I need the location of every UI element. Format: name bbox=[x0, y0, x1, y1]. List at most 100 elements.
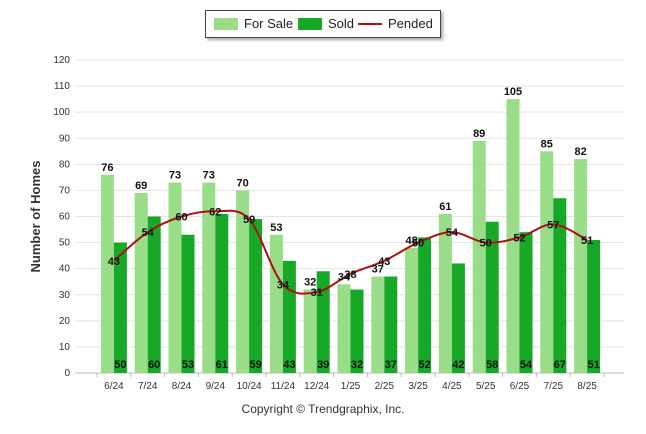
bar-sold bbox=[553, 198, 567, 373]
y-tick-label: 80 bbox=[59, 159, 71, 170]
y-tick-label: 110 bbox=[54, 81, 70, 92]
bar-for-sale bbox=[574, 159, 588, 373]
bar-for-sale bbox=[472, 140, 486, 373]
data-label-sold: 32 bbox=[351, 359, 363, 371]
data-label-pended: 34 bbox=[277, 279, 290, 291]
y-tick-label: 70 bbox=[59, 185, 71, 196]
data-label-sold: 51 bbox=[587, 359, 599, 371]
y-axis-label: Number of Homes bbox=[28, 161, 43, 273]
y-tick-label: 100 bbox=[53, 107, 70, 118]
data-label-for-sale: 34 bbox=[338, 271, 351, 283]
data-label-for-sale: 73 bbox=[203, 170, 215, 182]
data-label-for-sale: 32 bbox=[304, 277, 316, 289]
bar-sold bbox=[215, 213, 229, 373]
data-label-for-sale: 70 bbox=[236, 177, 248, 189]
y-tick-label: 50 bbox=[59, 238, 71, 249]
bar-sold bbox=[282, 260, 296, 373]
copyright-text: Copyright © Trendgraphix, Inc. bbox=[241, 402, 405, 416]
legend-label-sold: Sold bbox=[328, 16, 355, 31]
bar-for-sale bbox=[269, 234, 283, 373]
data-label-for-sale: 89 bbox=[473, 128, 485, 140]
bar-for-sale bbox=[168, 182, 182, 373]
data-label-sold: 52 bbox=[418, 359, 430, 371]
chart-svg: 0 10 20 30 40 50 60 70 80 90 100 110 120 Number of Ho… bbox=[28, 55, 624, 392]
y-tick-label: 0 bbox=[64, 368, 70, 379]
x-tick-label: 10/24 bbox=[237, 381, 262, 392]
bar-sold bbox=[113, 242, 127, 373]
data-label-sold: 54 bbox=[520, 359, 533, 371]
bar-for-sale bbox=[303, 289, 317, 373]
data-label-pended: 43 bbox=[378, 256, 390, 268]
data-label-pended: 57 bbox=[547, 219, 559, 231]
x-tick-label: 12/24 bbox=[304, 381, 329, 392]
data-label-for-sale: 82 bbox=[574, 146, 586, 158]
data-label-for-sale: 53 bbox=[270, 222, 282, 234]
x-tick-label: 7/25 bbox=[544, 381, 564, 392]
bar-for-sale bbox=[202, 182, 216, 373]
data-label-for-sale: 48 bbox=[405, 235, 417, 247]
x-tick-label: 11/24 bbox=[271, 381, 296, 392]
data-label-for-sale: 105 bbox=[504, 86, 522, 98]
bar-sold bbox=[485, 221, 499, 373]
bar-for-sale bbox=[236, 190, 250, 373]
data-label-pended: 62 bbox=[209, 206, 221, 218]
data-label-pended: 54 bbox=[446, 227, 459, 239]
x-tick-label: 3/25 bbox=[408, 381, 428, 392]
data-label-sold: 61 bbox=[216, 359, 228, 371]
legend-swatch-pended bbox=[358, 23, 382, 25]
y-tick-label: 90 bbox=[59, 133, 71, 144]
data-label-for-sale: 37 bbox=[372, 263, 384, 275]
data-label-pended: 52 bbox=[513, 232, 525, 244]
bar-for-sale bbox=[134, 193, 148, 373]
y-tick-label: 10 bbox=[59, 342, 71, 353]
data-label-sold: 59 bbox=[249, 359, 261, 371]
bar-for-sale bbox=[100, 174, 114, 373]
data-label-pended: 60 bbox=[175, 212, 187, 224]
data-label-sold: 37 bbox=[385, 359, 397, 371]
bar-sold bbox=[451, 263, 465, 373]
data-label-sold: 67 bbox=[554, 359, 566, 371]
data-label-pended: 59 bbox=[243, 214, 255, 226]
data-label-pended: 50 bbox=[412, 238, 424, 250]
x-tick-label: 2/25 bbox=[375, 381, 395, 392]
y-tick-label: 40 bbox=[59, 264, 71, 275]
data-label-sold: 50 bbox=[114, 359, 126, 371]
y-tick-label: 30 bbox=[59, 290, 71, 301]
bar-for-sale bbox=[405, 247, 419, 373]
bar-for-sale bbox=[371, 276, 385, 373]
legend-label-for-sale: For Sale bbox=[244, 16, 294, 31]
data-label-pended: 51 bbox=[581, 235, 593, 247]
data-label-pended: 31 bbox=[311, 287, 323, 299]
y-tick-label: 60 bbox=[59, 212, 71, 223]
bar-for-sale bbox=[506, 99, 520, 373]
x-tick-label: 8/25 bbox=[577, 381, 597, 392]
y-tick-label: 120 bbox=[53, 55, 70, 66]
legend-swatch-for-sale bbox=[214, 18, 238, 30]
chart-legend: For Sale Sold Pended bbox=[205, 10, 441, 38]
data-label-for-sale: 76 bbox=[101, 162, 113, 174]
x-tick-label: 7/24 bbox=[138, 381, 158, 392]
legend-label-pended: Pended bbox=[388, 16, 433, 31]
data-label-pended: 50 bbox=[480, 238, 492, 250]
bar-for-sale bbox=[438, 213, 452, 373]
y-tick-label: 20 bbox=[59, 316, 71, 327]
bar-sold bbox=[384, 276, 398, 373]
data-label-pended: 43 bbox=[108, 256, 120, 268]
data-label-sold: 39 bbox=[317, 359, 329, 371]
bar-sold bbox=[147, 216, 161, 373]
bar-sold bbox=[249, 219, 263, 373]
data-label-pended: 38 bbox=[344, 269, 356, 281]
bar-sold bbox=[350, 289, 364, 373]
data-label-sold: 43 bbox=[283, 359, 295, 371]
data-label-for-sale: 85 bbox=[541, 138, 553, 150]
data-label-for-sale: 73 bbox=[169, 170, 181, 182]
legend-swatch-sold bbox=[298, 18, 322, 30]
data-label-for-sale: 61 bbox=[439, 201, 451, 213]
bar-for-sale bbox=[540, 151, 554, 373]
bar-sold bbox=[519, 232, 533, 373]
x-tick-label: 1/25 bbox=[341, 381, 361, 392]
bar-for-sale bbox=[337, 284, 351, 373]
x-tick-label: 5/25 bbox=[476, 381, 496, 392]
bar-sold bbox=[316, 271, 330, 373]
data-label-for-sale: 69 bbox=[135, 180, 147, 192]
